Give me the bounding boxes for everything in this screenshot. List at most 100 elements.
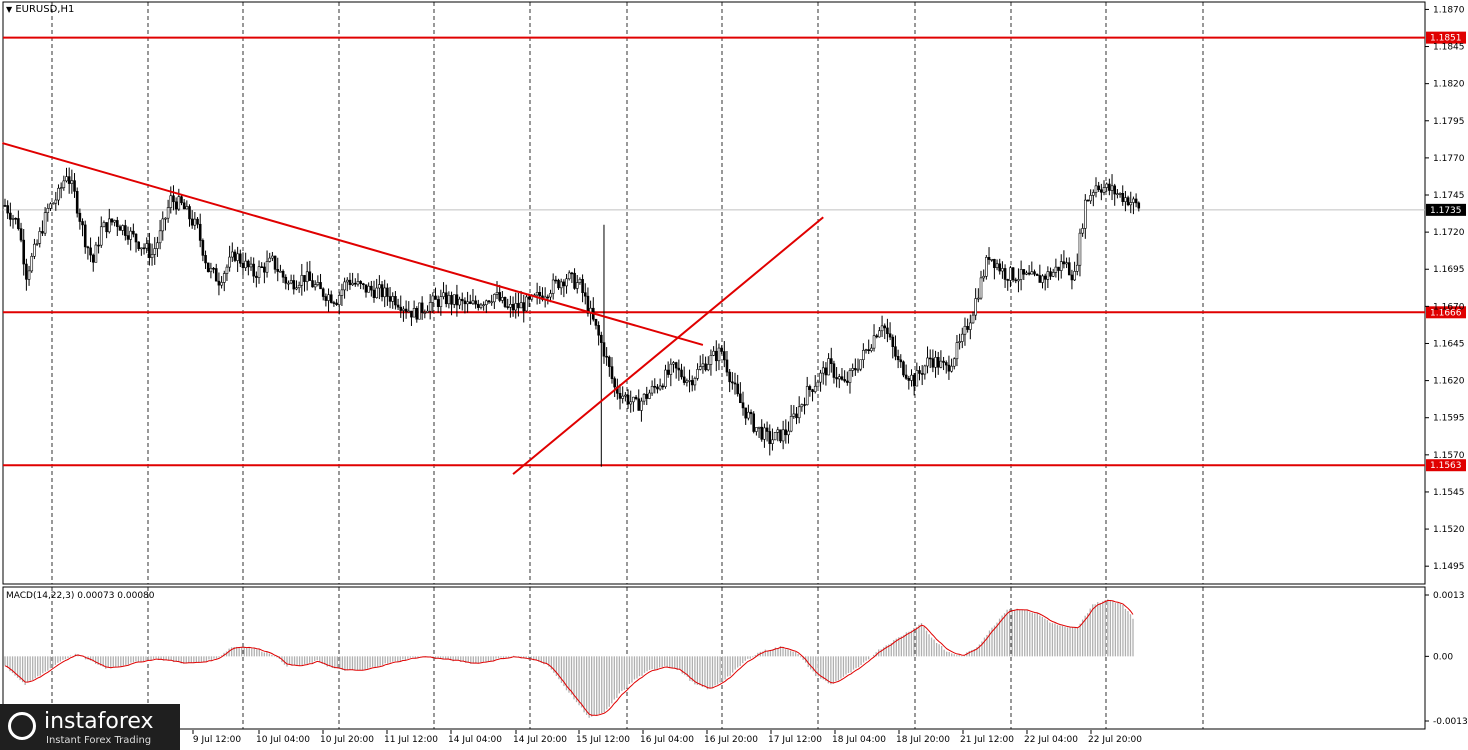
candle-body bbox=[632, 396, 635, 403]
candle-body bbox=[359, 281, 362, 284]
candle-body bbox=[600, 334, 603, 343]
candle-body bbox=[848, 370, 852, 383]
candle-body bbox=[551, 279, 555, 294]
candle-body bbox=[308, 271, 312, 281]
candle-body bbox=[784, 429, 788, 436]
candle-body bbox=[204, 255, 207, 264]
candle-body bbox=[795, 413, 798, 419]
candle-body bbox=[59, 187, 63, 189]
logo-tagline: Instant Forex Trading bbox=[46, 735, 152, 746]
candle-body bbox=[693, 378, 697, 386]
candle-body bbox=[91, 254, 95, 263]
candle-body bbox=[923, 365, 927, 375]
candle-body bbox=[172, 195, 175, 203]
candle-body bbox=[509, 304, 512, 308]
candle-body bbox=[402, 308, 405, 311]
candle-body bbox=[57, 187, 60, 201]
candle-body bbox=[1003, 268, 1007, 280]
candle-body bbox=[305, 271, 309, 282]
candle-body bbox=[434, 295, 437, 300]
candle-body bbox=[650, 385, 654, 394]
candle-body bbox=[749, 411, 753, 415]
candle-body bbox=[501, 297, 504, 301]
candle-body bbox=[578, 279, 582, 283]
candle-body bbox=[594, 318, 598, 326]
candles bbox=[3, 167, 1141, 467]
candle-body bbox=[752, 413, 756, 432]
candle-body bbox=[113, 220, 116, 223]
candle-body bbox=[156, 242, 159, 249]
candle-body bbox=[723, 351, 726, 361]
candle-body bbox=[362, 283, 365, 286]
candle-body bbox=[674, 362, 678, 369]
macd-title: MACD(14,22,3) 0.00073 0.00080 bbox=[6, 591, 155, 601]
candle-body bbox=[137, 241, 140, 250]
candle-body bbox=[1102, 187, 1106, 193]
candle-body bbox=[629, 401, 633, 405]
candle-body bbox=[311, 280, 314, 288]
candle-body bbox=[394, 296, 397, 306]
trendline-descending bbox=[2, 142, 704, 346]
candle-body bbox=[519, 302, 523, 309]
candle-body bbox=[637, 398, 641, 411]
candle-body bbox=[998, 263, 1002, 272]
candle-body bbox=[281, 270, 285, 278]
candle-body bbox=[939, 360, 943, 368]
candle-body bbox=[1121, 193, 1125, 202]
candle-body bbox=[872, 335, 876, 349]
time-axis: 9 Jul 12:00 10 Jul 04:00 10 Jul 20:00 11 Ju… bbox=[192, 730, 1142, 745]
macd-panel-frame bbox=[2, 586, 1426, 730]
candle-body bbox=[81, 221, 84, 226]
macd-tick-label: 0.00 bbox=[1433, 652, 1453, 662]
candle-body bbox=[1092, 192, 1095, 196]
candle-body bbox=[963, 325, 967, 335]
candle-body bbox=[931, 358, 935, 368]
candle-body bbox=[773, 432, 777, 441]
candle-body bbox=[180, 196, 183, 204]
candle-body bbox=[1078, 232, 1082, 266]
candle-body bbox=[1062, 261, 1066, 265]
candle-body bbox=[450, 295, 453, 305]
candle-body bbox=[22, 239, 26, 265]
macd-tick-label: 0.0013 bbox=[1433, 591, 1465, 601]
candle-body bbox=[25, 263, 28, 280]
candle-body bbox=[586, 295, 590, 314]
candle-body bbox=[348, 279, 352, 286]
candle-body bbox=[645, 393, 649, 399]
candle-body bbox=[97, 244, 100, 247]
candle-body bbox=[525, 296, 528, 312]
candle-body bbox=[289, 280, 293, 284]
candle-body bbox=[562, 281, 566, 287]
candle-body bbox=[212, 267, 215, 270]
candle-body bbox=[239, 253, 242, 264]
candle-body bbox=[265, 261, 269, 273]
candle-body bbox=[116, 220, 119, 227]
time-tick-label: 22 Jul 20:00 bbox=[1088, 735, 1142, 745]
candle-body bbox=[378, 284, 381, 289]
candle-body bbox=[94, 244, 98, 263]
candle-body bbox=[1025, 272, 1028, 275]
candle-body bbox=[225, 266, 229, 274]
horizontal-levels: 1.1851 1.1666 1.1563 1.1735 bbox=[3, 31, 1466, 472]
time-tick-label: 14 Jul 20:00 bbox=[513, 735, 567, 745]
candle-body bbox=[345, 279, 349, 283]
candle-body bbox=[1011, 267, 1015, 281]
candle-body bbox=[1017, 279, 1020, 282]
time-tick-label: 14 Jul 04:00 bbox=[448, 735, 502, 745]
candle-body bbox=[698, 366, 702, 370]
candle-body bbox=[878, 330, 881, 338]
candle-body bbox=[862, 349, 865, 361]
candle-body bbox=[420, 302, 424, 313]
candle-body bbox=[514, 303, 518, 311]
candle-body bbox=[324, 296, 328, 301]
time-tick-label: 18 Jul 20:00 bbox=[896, 735, 950, 745]
candle-body bbox=[340, 289, 344, 296]
candle-body bbox=[1083, 199, 1087, 229]
candle-body bbox=[196, 218, 199, 225]
candle-body bbox=[372, 289, 376, 299]
candle-body bbox=[158, 230, 162, 244]
symbol-title[interactable]: ▼ EURUSD,H1 bbox=[6, 4, 74, 15]
time-tick-label: 15 Jul 12:00 bbox=[576, 735, 630, 745]
candle-body bbox=[442, 292, 445, 297]
candle-body bbox=[950, 365, 953, 372]
